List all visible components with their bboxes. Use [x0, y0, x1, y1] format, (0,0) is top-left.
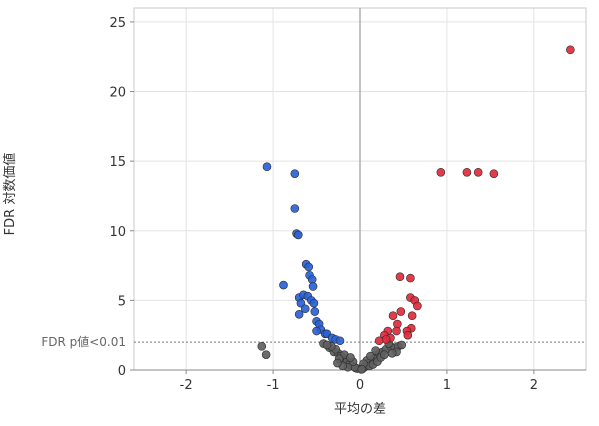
data-point-down: [279, 280, 288, 290]
reference-lines: [134, 8, 586, 371]
x-axis-title: 平均の差: [334, 402, 386, 417]
y-tick-label: 0: [118, 364, 126, 379]
data-point-down: [312, 326, 321, 336]
data-point-down: [290, 204, 300, 213]
data-point-ns: [357, 365, 367, 374]
data-point-down: [262, 162, 272, 172]
data-point-down: [293, 230, 303, 240]
data-point-up: [413, 301, 422, 311]
data-point-down: [304, 262, 314, 272]
data-point-up: [388, 311, 398, 321]
data-point-ns: [322, 340, 332, 350]
data-point-up: [406, 273, 415, 283]
data-point-up: [489, 169, 499, 178]
data-point-down: [294, 310, 304, 319]
x-tick-label: 1: [443, 378, 451, 393]
threshold-label: FDR p値<0.01: [41, 334, 126, 349]
y-axis-title: FDR 対数価値: [2, 153, 18, 236]
data-point-up: [381, 335, 391, 344]
y-tick-label: 20: [109, 86, 126, 101]
data-point-up: [395, 272, 405, 282]
y-tick-label: 25: [109, 16, 126, 31]
data-point-up: [566, 45, 575, 55]
data-point-up: [403, 330, 413, 340]
data-point-up: [407, 311, 417, 321]
data-point-down: [335, 336, 345, 346]
x-tick-label: -2: [180, 378, 193, 393]
data-point-down: [300, 304, 310, 314]
y-tick-label: 5: [118, 294, 126, 309]
data-point-up: [462, 167, 472, 177]
data-point-up: [392, 326, 401, 336]
x-tick-label: 0: [356, 378, 364, 393]
data-point-ns: [333, 358, 342, 368]
data-point-down: [309, 298, 319, 308]
data-point-up: [473, 167, 483, 177]
data-point-up: [436, 167, 446, 177]
data-point-up: [374, 336, 384, 346]
data-point-ns: [261, 350, 271, 359]
data-points: [257, 45, 575, 374]
data-point-ns: [387, 348, 397, 358]
data-point-down: [310, 307, 320, 316]
data-point-down: [308, 282, 318, 291]
data-point-down: [290, 169, 300, 178]
y-tick-label: 15: [109, 155, 126, 170]
x-tick-label: -1: [267, 378, 280, 393]
y-tick-label: 10: [109, 225, 126, 240]
data-point-ns: [380, 350, 389, 359]
data-point-ns: [257, 342, 267, 351]
data-point-ns: [346, 353, 355, 362]
x-tick-label: 2: [530, 378, 538, 393]
data-point-up: [396, 307, 406, 316]
data-point-ns: [397, 340, 407, 350]
data-point-ns: [371, 346, 380, 355]
data-point-ns: [366, 351, 375, 361]
